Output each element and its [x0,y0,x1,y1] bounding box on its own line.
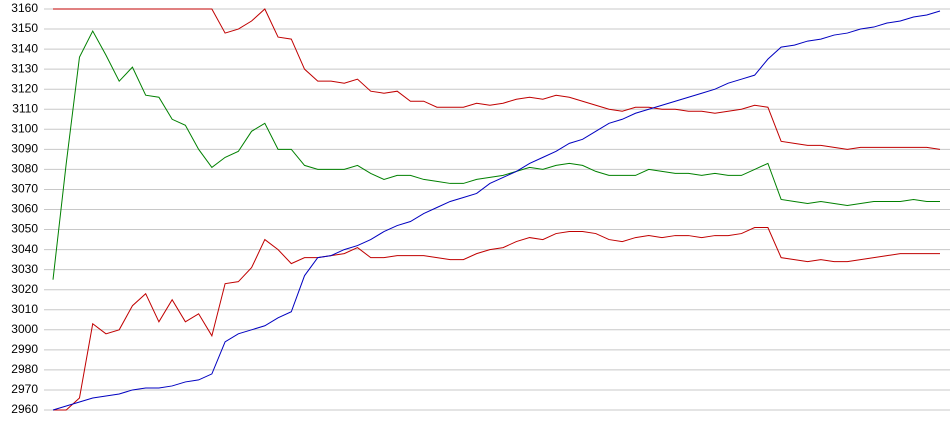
series-line [53,227,940,411]
y-tick-label: 3060 [11,202,38,216]
y-tick-label: 3030 [11,262,38,276]
y-tick-label: 2970 [11,382,38,396]
y-tick-label: 3160 [11,1,38,15]
y-tick-label: 3130 [11,61,38,75]
y-tick-label: 3050 [11,222,38,236]
y-tick-label: 3110 [12,101,38,115]
y-tick-label: 3070 [11,182,38,196]
y-tick-label: 3080 [11,162,38,176]
series-line [52,29,940,280]
series-line [53,8,941,150]
y-tick-label: 3020 [11,282,38,296]
y-tick-label: 3100 [11,121,38,135]
y-tick-label: 2980 [11,362,38,376]
y-tick-label: 3090 [11,142,38,156]
y-tick-label: 3000 [11,322,38,336]
y-tick-label: 3010 [11,302,38,316]
y-tick-label: 3120 [11,81,38,95]
series-line [52,10,941,411]
y-tick-label: 2990 [11,342,38,356]
y-tick-label: 3140 [11,41,38,55]
y-tick-label: 2960 [11,402,38,416]
y-tick-label: 3040 [11,242,38,256]
y-tick-label: 3150 [11,21,38,35]
